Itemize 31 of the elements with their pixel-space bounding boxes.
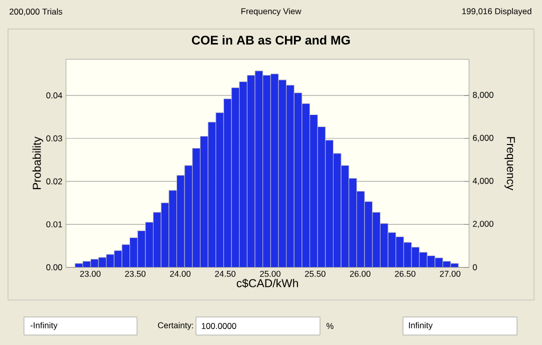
x-tick-label: 24.50 [215,270,236,277]
x-tick-label: 27.00 [440,270,460,277]
y2-tick-label: 4,000 [472,178,494,185]
text: 200,000 Trials [10,8,62,16]
y2-tick-label: 8,000 [472,92,494,99]
x-tick-label: 26.00 [350,270,370,277]
y-tick-label: 0.04 [46,92,62,98]
y-tick-label: 0.02 [46,178,62,184]
x-tick-label: 25.00 [260,270,280,277]
y-tick-label: 0.00 [46,264,62,270]
y-axis-title: Probability [32,136,44,190]
x-axis-title: c$CAD/kWh [236,278,298,288]
x-tick-label: 23.00 [80,270,101,277]
y2-tick-label: 0 [472,264,477,270]
y2-tick-label: 6,000 [472,134,494,142]
y2-axis-title: Frequency [504,137,515,190]
text: -Infinity [30,322,58,330]
text: Frequency View [241,8,302,16]
text: Infinity [408,322,433,330]
text: 100.0000 [202,323,236,329]
y-tick-label: 0.01 [46,221,62,228]
y2-tick-label: 2,000 [472,220,494,228]
x-tick-label: 23.50 [125,270,146,277]
chart-title: COE in AB as CHP and MG [192,35,350,45]
x-tick-label: 26.50 [394,270,416,277]
x-tick-label: 25.50 [305,270,326,277]
text: Certainty: [158,322,194,330]
x-tick-label: 24.00 [170,270,191,277]
text: 199,016 Displayed [462,8,532,16]
text: % [326,323,334,329]
y-tick-label: 0.03 [46,135,62,142]
